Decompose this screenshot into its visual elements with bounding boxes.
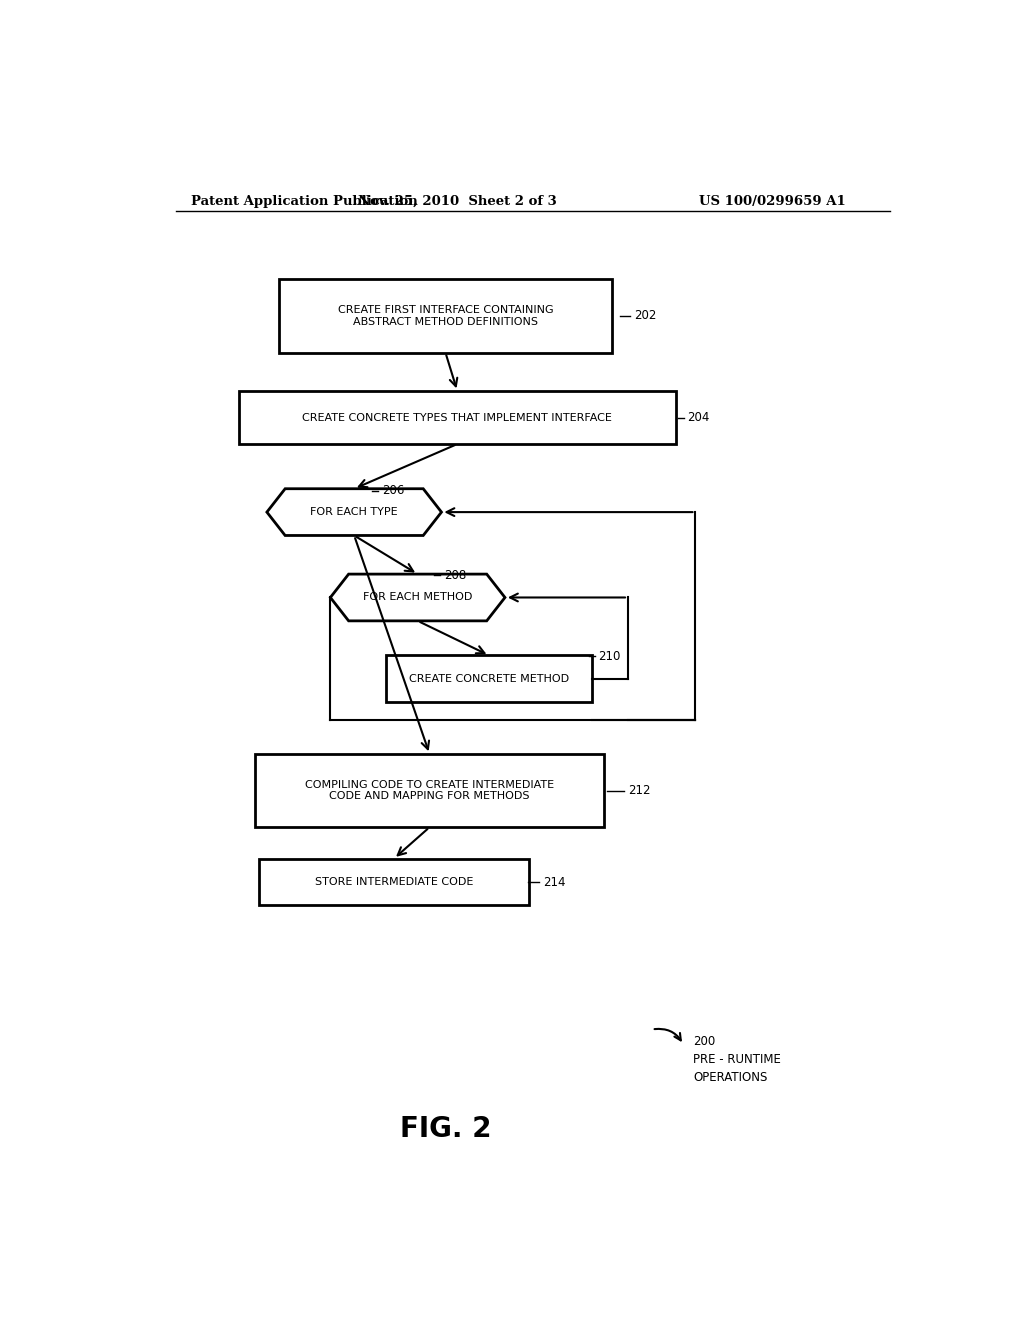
FancyBboxPatch shape (239, 391, 676, 444)
FancyBboxPatch shape (279, 280, 612, 352)
Text: 206: 206 (382, 484, 404, 498)
Text: CREATE CONCRETE METHOD: CREATE CONCRETE METHOD (409, 673, 569, 684)
Polygon shape (331, 574, 505, 620)
Text: 210: 210 (599, 649, 621, 663)
Text: US 100/0299659 A1: US 100/0299659 A1 (699, 194, 846, 207)
FancyBboxPatch shape (386, 656, 592, 702)
Text: FOR EACH TYPE: FOR EACH TYPE (310, 507, 398, 517)
FancyBboxPatch shape (259, 859, 528, 906)
Text: CREATE FIRST INTERFACE CONTAINING
ABSTRACT METHOD DEFINITIONS: CREATE FIRST INTERFACE CONTAINING ABSTRA… (338, 305, 553, 327)
Text: CREATE CONCRETE TYPES THAT IMPLEMENT INTERFACE: CREATE CONCRETE TYPES THAT IMPLEMENT INT… (302, 413, 612, 422)
Text: COMPILING CODE TO CREATE INTERMEDIATE
CODE AND MAPPING FOR METHODS: COMPILING CODE TO CREATE INTERMEDIATE CO… (305, 780, 554, 801)
Text: FOR EACH METHOD: FOR EACH METHOD (362, 593, 472, 602)
Text: Nov. 25, 2010  Sheet 2 of 3: Nov. 25, 2010 Sheet 2 of 3 (358, 194, 557, 207)
Text: 202: 202 (634, 309, 656, 322)
Text: 212: 212 (628, 784, 650, 797)
Text: 204: 204 (687, 411, 710, 424)
Text: OPERATIONS: OPERATIONS (693, 1071, 767, 1084)
FancyBboxPatch shape (255, 754, 604, 828)
Text: 214: 214 (543, 875, 565, 888)
Text: 200: 200 (693, 1035, 716, 1048)
Text: Patent Application Publication: Patent Application Publication (191, 194, 418, 207)
Text: 208: 208 (443, 569, 466, 582)
Text: PRE - RUNTIME: PRE - RUNTIME (693, 1053, 781, 1065)
Polygon shape (267, 488, 441, 536)
Text: STORE INTERMEDIATE CODE: STORE INTERMEDIATE CODE (314, 876, 473, 887)
Text: FIG. 2: FIG. 2 (399, 1115, 492, 1143)
